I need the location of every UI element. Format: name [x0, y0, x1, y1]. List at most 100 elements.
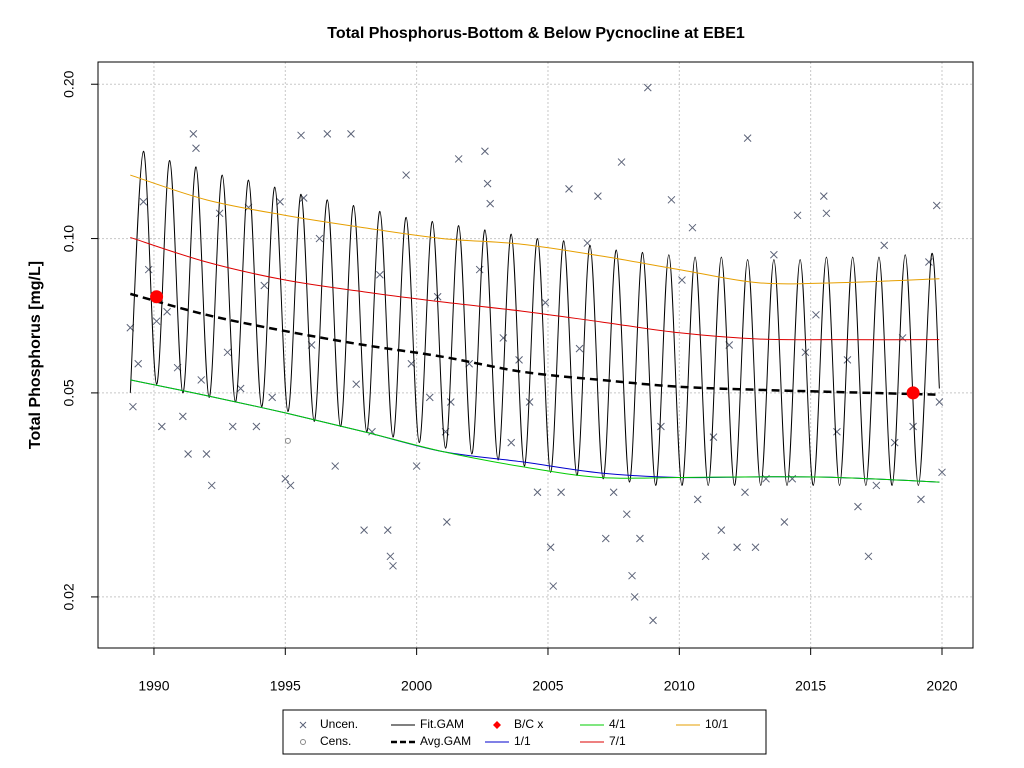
y-axis-title: Total Phosphorus [mg/L]	[27, 261, 44, 449]
y-tick-label: 0.20	[61, 70, 77, 97]
data-point	[446, 398, 455, 406]
data-point	[819, 192, 828, 200]
data-point	[594, 192, 602, 200]
data-point	[425, 393, 434, 402]
data-point	[197, 376, 206, 384]
data-point	[793, 211, 802, 220]
data-point	[192, 144, 200, 153]
x-tick-label: 2000	[401, 678, 432, 694]
data-point	[178, 412, 187, 421]
data-point	[741, 488, 749, 497]
y-tick-label: 0.02	[61, 583, 77, 610]
data-point	[144, 265, 153, 274]
data-point	[667, 195, 676, 204]
data-point	[932, 201, 941, 210]
series-line	[130, 379, 940, 483]
data-point	[565, 185, 573, 193]
data-point	[549, 582, 558, 590]
data-point	[801, 348, 810, 357]
data-point	[575, 344, 584, 353]
data-point	[189, 130, 198, 138]
x-tick-label: 1995	[270, 678, 301, 694]
data-point	[268, 393, 277, 402]
legend-label: Uncen.	[320, 717, 358, 731]
data-point	[622, 510, 631, 519]
data-point	[252, 422, 261, 431]
x-tick-label: 2010	[664, 678, 695, 694]
data-point	[163, 307, 171, 316]
data-point	[688, 223, 697, 232]
y-tick-label: 0.10	[61, 225, 77, 252]
data-point	[890, 438, 899, 447]
data-point	[693, 495, 702, 504]
data-point	[917, 495, 925, 504]
data-point	[150, 290, 164, 304]
data-point	[822, 209, 831, 218]
data-point	[617, 158, 626, 166]
legend-symbol	[299, 721, 307, 729]
data-point	[442, 518, 451, 526]
x-tick-label: 2020	[926, 678, 957, 694]
data-point	[657, 422, 665, 431]
data-point	[297, 131, 305, 140]
data-point	[630, 593, 639, 601]
data-point	[743, 134, 752, 142]
data-point	[134, 359, 143, 368]
data-point	[854, 502, 862, 511]
series-line	[130, 236, 940, 341]
data-point	[717, 526, 726, 534]
data-point	[454, 155, 463, 163]
data-point	[533, 488, 542, 497]
data-point	[770, 250, 778, 259]
data-point	[157, 422, 166, 431]
legend: Uncen. Cens. Fit.GAM Avg.GAM B/C x 1/1 4/1 7/1 1…	[299, 717, 729, 748]
grid	[98, 62, 973, 648]
data-point	[386, 552, 395, 561]
data-point	[678, 276, 686, 284]
legend-label: 1/1	[514, 734, 531, 748]
data-point	[499, 334, 508, 342]
data-point	[909, 422, 917, 431]
data-point	[541, 298, 550, 307]
data-point	[286, 481, 295, 490]
data-point	[276, 197, 284, 206]
legend-label: Avg.GAM	[420, 734, 471, 748]
legend-box	[282, 709, 767, 755]
chart-title: Total Phosphorus-Bottom & Below Pycnocli…	[327, 25, 745, 42]
data-point	[139, 197, 148, 206]
axes: 1990 1995 2000 2005 2010 2015 2020 0.02 0.05 0.10…	[61, 70, 958, 693]
data-point	[284, 437, 291, 444]
data-point	[880, 241, 889, 250]
data-point	[557, 488, 565, 497]
data-point	[323, 130, 332, 138]
data-point	[483, 179, 492, 188]
data-point	[935, 398, 944, 406]
x-tick-label: 2015	[795, 678, 826, 694]
data-point	[184, 450, 192, 458]
legend-symbol	[300, 739, 306, 745]
data-point	[481, 147, 489, 156]
plot-area	[126, 83, 946, 625]
data-point	[236, 384, 245, 393]
data-point	[525, 398, 534, 406]
data-point	[383, 526, 392, 534]
data-point	[609, 488, 618, 497]
legend-symbol	[493, 721, 501, 729]
data-point	[260, 281, 269, 290]
data-point	[733, 543, 741, 552]
data-point	[872, 481, 881, 490]
data-point	[906, 386, 920, 400]
series-line	[129, 150, 940, 486]
data-point	[202, 450, 211, 458]
data-point	[347, 130, 355, 138]
data-point	[515, 355, 523, 364]
data-point	[938, 468, 946, 477]
data-point	[315, 234, 324, 243]
data-point	[709, 433, 718, 441]
data-point	[331, 462, 340, 470]
data-point	[628, 571, 636, 580]
legend-label: 7/1	[609, 734, 626, 748]
